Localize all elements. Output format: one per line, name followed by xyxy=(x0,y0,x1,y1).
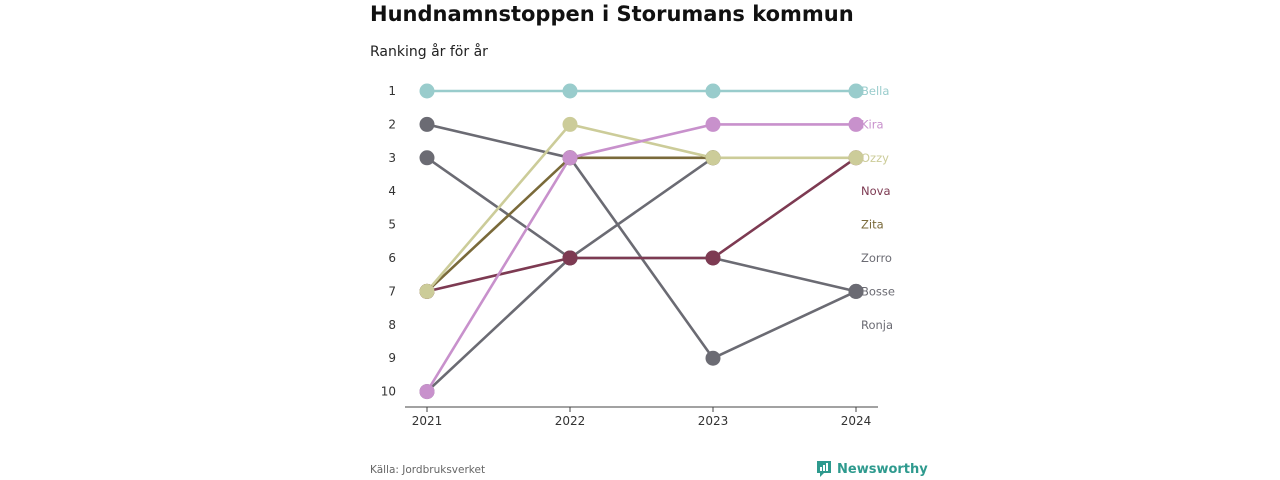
y-tick-label: 9 xyxy=(388,351,396,365)
y-tick-label: 4 xyxy=(388,184,396,198)
series-label-zita: Zita xyxy=(861,218,884,232)
series-points xyxy=(419,83,864,400)
data-point-kira xyxy=(705,116,721,132)
y-tick-label: 6 xyxy=(388,251,396,265)
chart-title: Hundnamnstoppen i Storumans kommun xyxy=(370,2,854,26)
data-point-kira xyxy=(562,150,578,166)
series-lines xyxy=(425,89,858,393)
data-point-ozzy xyxy=(848,150,864,166)
source-note: Källa: Jordbruksverket xyxy=(370,464,486,476)
brand-logo[interactable]: Newsworthy xyxy=(816,460,928,478)
brand-name: Newsworthy xyxy=(837,461,928,477)
x-axis: 2021 2022 2023 2024 xyxy=(405,406,878,428)
data-point-bella xyxy=(562,83,578,99)
x-tick-label: 2022 xyxy=(555,414,586,428)
data-point-ozzy xyxy=(705,150,721,166)
series-label-zorro: Zorro xyxy=(861,251,892,265)
data-point-ozzy xyxy=(419,283,435,299)
series-line-nova xyxy=(425,156,858,293)
series-label-ozzy: Ozzy xyxy=(861,151,889,165)
data-point-zorro xyxy=(848,283,864,299)
x-tick-label: 2023 xyxy=(698,414,729,428)
data-point-bella xyxy=(705,83,721,99)
series-line-bosse xyxy=(425,123,858,360)
data-point-kira xyxy=(419,384,435,400)
y-tick-label: 2 xyxy=(388,117,396,131)
data-point-bosse xyxy=(705,350,721,366)
newsworthy-logo-icon xyxy=(817,461,831,477)
data-point-nova xyxy=(562,250,578,266)
y-tick-label: 8 xyxy=(388,318,396,332)
y-tick-label: 3 xyxy=(388,151,396,165)
data-point-bella xyxy=(419,83,435,99)
end-labels: Bella Kira Ozzy Nova Zita Zorro Bosse Ronja xyxy=(861,84,895,332)
series-label-nova: Nova xyxy=(861,184,891,198)
y-tick-label: 7 xyxy=(388,284,396,298)
data-point-bella xyxy=(848,83,864,99)
chart-subtitle: Ranking år för år xyxy=(370,44,488,60)
data-point-bosse xyxy=(419,116,435,132)
y-tick-label: 10 xyxy=(381,385,396,399)
series-label-kira: Kira xyxy=(861,117,884,131)
series-label-ronja: Ronja xyxy=(861,318,893,332)
series-label-bella: Bella xyxy=(861,84,889,98)
x-tick-label: 2021 xyxy=(412,414,443,428)
x-tick-label: 2024 xyxy=(841,414,872,428)
data-point-ronja xyxy=(419,150,435,166)
y-axis: 1 2 3 4 5 6 7 8 9 10 xyxy=(381,84,396,399)
series-line-zita xyxy=(425,156,715,293)
y-tick-label: 1 xyxy=(388,84,396,98)
y-tick-label: 5 xyxy=(388,218,396,232)
series-line-zorro xyxy=(425,256,858,393)
series-label-bosse: Bosse xyxy=(861,284,895,298)
data-point-kira xyxy=(848,116,864,132)
data-point-ozzy xyxy=(562,116,578,132)
bump-chart: 1 2 3 4 5 6 7 8 9 10 2021 2022 2023 2024 Bella Kira Oz… xyxy=(381,83,895,428)
series-line-kira xyxy=(425,123,858,393)
data-point-nova xyxy=(705,250,721,266)
